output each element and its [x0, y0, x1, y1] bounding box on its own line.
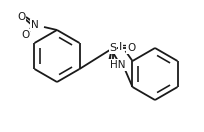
Text: O: O	[21, 30, 29, 40]
Text: HN: HN	[110, 60, 126, 70]
Text: O: O	[109, 60, 117, 70]
Text: S: S	[109, 43, 116, 53]
Text: N: N	[31, 20, 39, 30]
Text: O: O	[127, 43, 135, 53]
Text: I: I	[119, 42, 122, 52]
Text: O: O	[17, 12, 25, 22]
